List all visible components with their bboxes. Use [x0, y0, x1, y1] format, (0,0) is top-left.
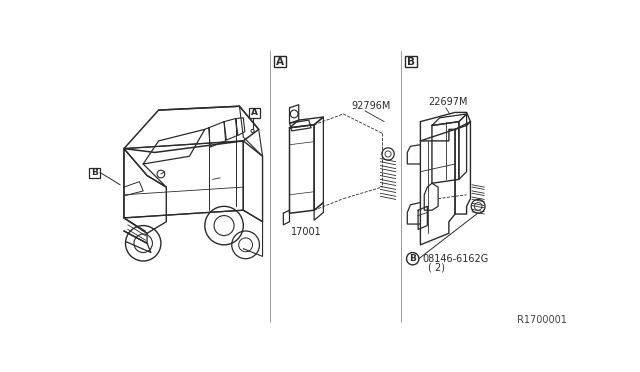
Text: 22697M: 22697M [428, 97, 468, 108]
Text: 92796M: 92796M [351, 101, 390, 111]
Text: A: A [252, 108, 259, 117]
Bar [405, 56, 417, 67]
Text: B: B [409, 254, 416, 263]
Text: ( 2): ( 2) [428, 262, 445, 272]
Bar [90, 168, 100, 178]
Text: 17001: 17001 [291, 227, 322, 237]
Text: B: B [92, 168, 98, 177]
Text: A: A [276, 57, 284, 67]
Bar [250, 108, 260, 118]
Text: R1700001: R1700001 [516, 315, 566, 325]
Bar [274, 56, 287, 67]
Text: 08146-6162G: 08146-6162G [422, 254, 488, 264]
Text: B: B [407, 57, 415, 67]
